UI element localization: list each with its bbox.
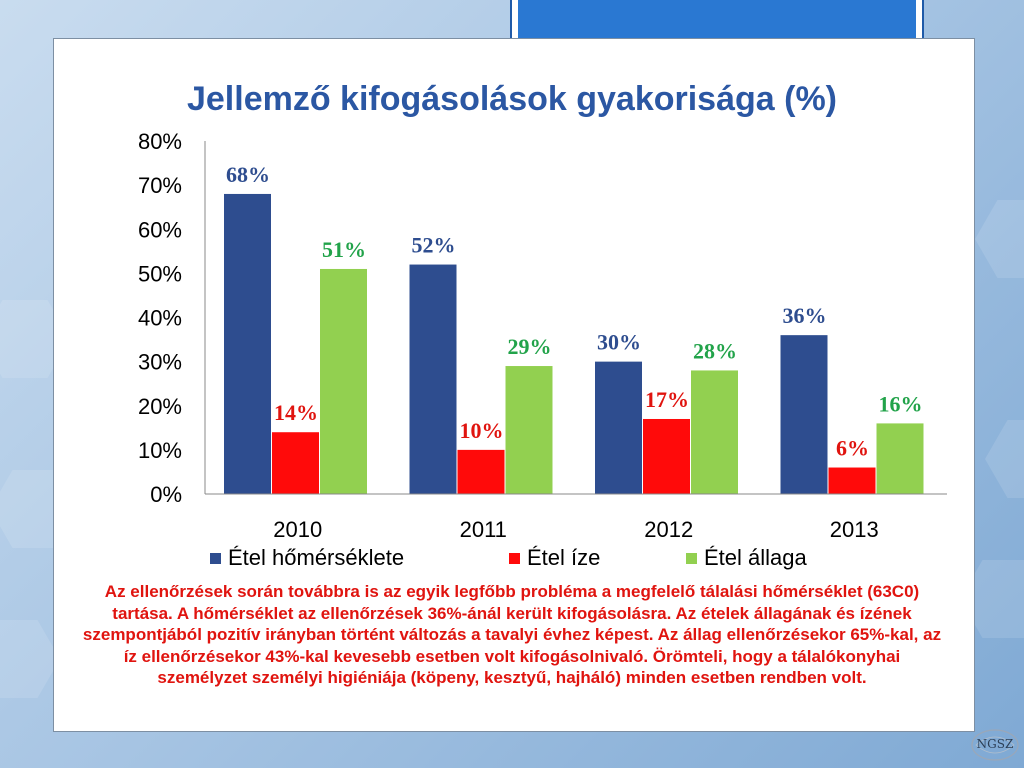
x-tick-label: 2013 (830, 517, 879, 542)
legend-label-ize: Étel íze (527, 545, 601, 570)
y-tick-label: 50% (138, 261, 182, 286)
y-tick-label: 20% (138, 394, 182, 419)
legend-item-homerseklet: Étel hőmérséklete (210, 545, 404, 571)
chart-title: Jellemző kifogásolások gyakorisága (%) (186, 80, 838, 118)
bar-labels: 68% 14% 51% 52% 10% 29% 30% 17%28% 36% 6% 16% (226, 162, 923, 461)
bar-2010-2 (320, 268, 367, 494)
logo-ornament (971, 729, 1019, 761)
bar-data-label: 10% (460, 418, 504, 443)
summary-note: Az ellenőrzések során továbbra is az egy… (82, 582, 942, 687)
bar-2011-0 (409, 264, 457, 494)
bar-data-label: 36% (783, 303, 827, 328)
bar-2011-1 (457, 449, 505, 494)
legend-item-ize: Étel íze (509, 545, 600, 571)
bar-data-label: 51% (322, 237, 366, 262)
y-tick-label: 10% (138, 438, 182, 463)
bar-2012-0 (595, 361, 642, 494)
logo-text: NGSZ (976, 737, 1014, 751)
bar-2013-1 (828, 467, 876, 494)
legend-swatch-allaga (686, 552, 697, 564)
legend-swatch-homerseklet (210, 552, 221, 564)
bar-2011-2 (505, 366, 553, 494)
x-tick-label: 2012 (644, 517, 693, 542)
ngsz-logo: NGSZ (970, 727, 1020, 763)
chart-legend: Étel hőmérséklete Étel íze Étel állaga (0, 545, 1024, 575)
x-tick-label: 2011 (460, 517, 507, 542)
y-tick-label: 70% (138, 173, 182, 198)
bar-data-label: 17% (645, 387, 689, 412)
bar-data-label: 29% (508, 334, 552, 359)
x-axis-ticks: 2010 2011 2012 2013 (273, 517, 878, 542)
y-tick-label: 40% (138, 306, 182, 331)
legend-label-homerseklet: Étel hőmérséklete (228, 545, 405, 570)
bar-data-label: 68% (226, 162, 270, 187)
x-tick-label: 2010 (273, 517, 322, 542)
bars (224, 193, 924, 494)
y-tick-label: 0% (150, 482, 182, 507)
bar-data-label: 30% (597, 330, 641, 355)
bar-2012-1 (643, 418, 690, 494)
y-tick-label: 80% (138, 129, 182, 154)
bar-2010-1 (272, 432, 319, 494)
y-tick-label: 60% (138, 217, 182, 242)
bar-2013-0 (780, 335, 828, 494)
bar-data-label: 28% (693, 338, 737, 363)
legend-swatch-ize (509, 552, 520, 564)
bar-data-label: 14% (274, 400, 318, 425)
bar-data-label: 52% (412, 233, 456, 258)
legend-label-allaga: Étel állaga (704, 545, 807, 570)
y-axis-ticks: 0% 10% 20% 30% 40% 50% 60% 70% 80% (138, 129, 182, 507)
bar-2010-0 (224, 193, 271, 494)
legend-item-allaga: Étel állaga (686, 545, 807, 571)
bar-2013-2 (876, 423, 924, 494)
bar-2012-2 (691, 370, 738, 494)
bar-data-label: 16% (879, 391, 923, 416)
y-tick-label: 30% (138, 350, 182, 375)
bar-data-label: 6% (836, 436, 869, 461)
